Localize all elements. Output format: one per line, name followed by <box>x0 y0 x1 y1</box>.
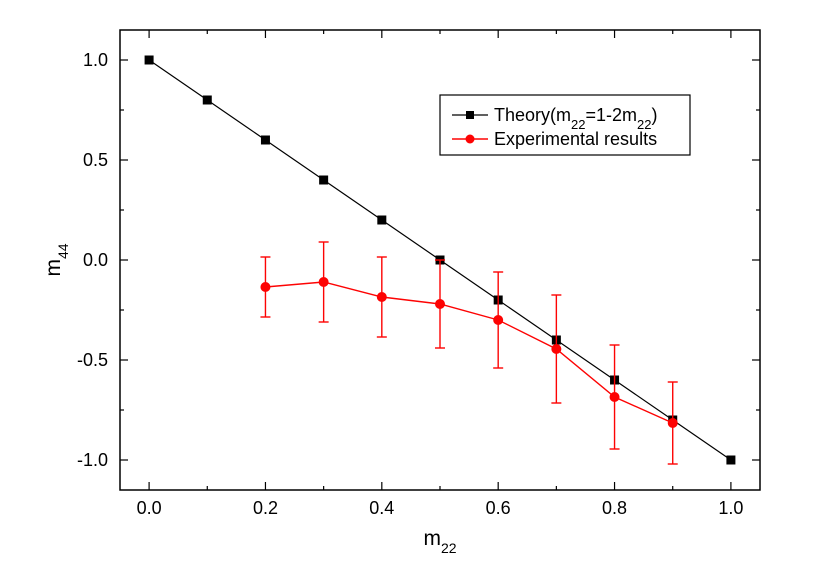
y-tick-label: 0.0 <box>83 250 108 270</box>
exp-marker <box>377 293 386 302</box>
x-tick-label: 0.0 <box>137 498 162 518</box>
legend-exp-marker <box>466 135 475 144</box>
y-tick-label: 0.5 <box>83 150 108 170</box>
x-axis-title: m22 <box>423 527 456 556</box>
exp-marker <box>668 419 677 428</box>
chart-svg: 0.0 0.2 0.4 0.6 0.8 1.0 -1.0 -0.5 0.0 0.5 1.0 m22 m4… <box>0 0 824 572</box>
theory-marker <box>261 136 269 144</box>
y-axis-title: m44 <box>42 243 71 276</box>
exp-line <box>265 282 672 423</box>
theory-marker <box>203 96 211 104</box>
x-tick-label: 0.8 <box>602 498 627 518</box>
legend-theory-marker <box>466 111 474 119</box>
theory-marker <box>320 176 328 184</box>
y-tick-label: -0.5 <box>77 350 108 370</box>
exp-marker <box>261 283 270 292</box>
x-tick-label: 0.6 <box>486 498 511 518</box>
theory-marker <box>145 56 153 64</box>
x-tick-label: 0.2 <box>253 498 278 518</box>
exp-marker <box>552 345 561 354</box>
x-tick-label: 1.0 <box>718 498 743 518</box>
legend-exp-label: Experimental results <box>494 129 657 149</box>
exp-marker <box>610 393 619 402</box>
exp-marker <box>436 300 445 309</box>
x-tick-label: 0.4 <box>369 498 394 518</box>
exp-marker <box>319 278 328 287</box>
theory-marker <box>727 456 735 464</box>
y-tick-label: 1.0 <box>83 50 108 70</box>
theory-marker <box>378 216 386 224</box>
exp-marker <box>494 316 503 325</box>
chart-container: 0.0 0.2 0.4 0.6 0.8 1.0 -1.0 -0.5 0.0 0.5 1.0 m22 m4… <box>0 0 824 572</box>
y-tick-label: -1.0 <box>77 450 108 470</box>
